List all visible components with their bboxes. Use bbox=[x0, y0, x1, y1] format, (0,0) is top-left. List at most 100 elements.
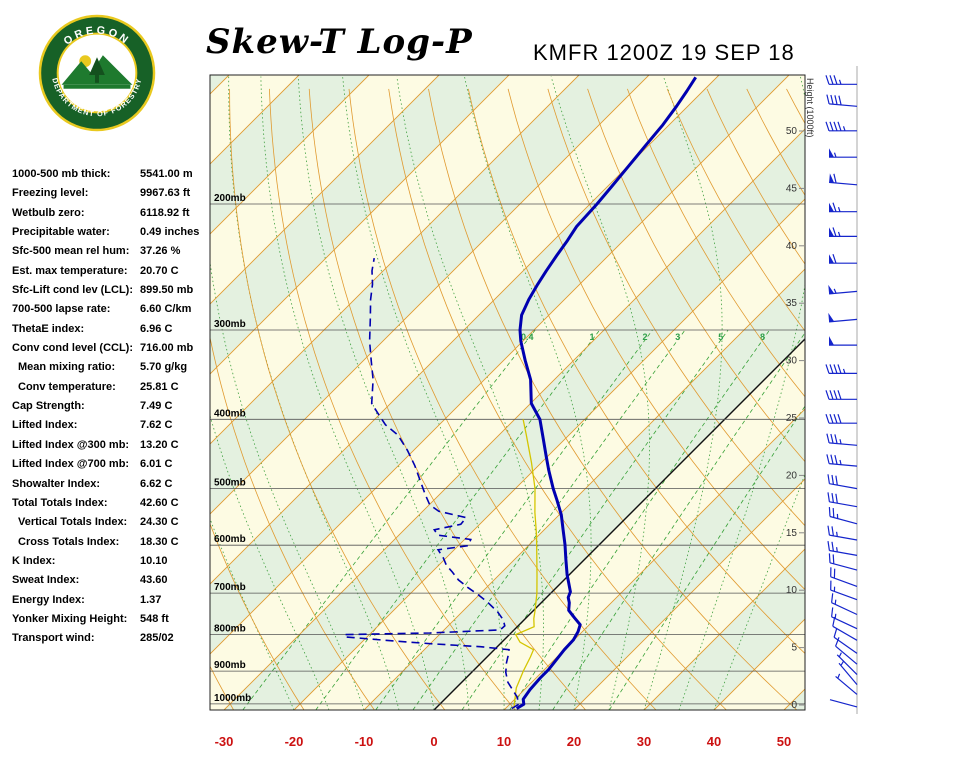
index-value: 43.60 bbox=[140, 574, 168, 587]
svg-text:-10: -10 bbox=[355, 734, 374, 749]
svg-text:500mb: 500mb bbox=[214, 478, 246, 489]
page-title: Skew-T Log-P bbox=[206, 22, 473, 62]
svg-text:1000mb: 1000mb bbox=[214, 693, 251, 704]
wind-barb bbox=[827, 474, 858, 490]
svg-text:30: 30 bbox=[786, 356, 798, 367]
temp-axis-labels: -30 -20 -10 0 10 20 30 40 50 bbox=[215, 734, 792, 749]
index-value: 0.49 inches bbox=[140, 226, 200, 239]
svg-text:10: 10 bbox=[786, 585, 798, 596]
index-label: 700-500 lapse rate: bbox=[12, 303, 111, 316]
index-value: 6.62 C bbox=[140, 477, 173, 490]
index-row: Yonker Mixing Height: 548 ft bbox=[12, 610, 212, 629]
index-value: 42.60 C bbox=[140, 496, 179, 509]
height-axis: 0 5 10 15 20 25 30 35 40 45 50 Height (1000ft) bbox=[786, 78, 815, 711]
index-value: 25.81 C bbox=[140, 380, 179, 393]
oregon-forestry-logo: OREGON DEPARTMENT OF FORESTRY bbox=[38, 14, 156, 132]
index-label: Cap Strength: bbox=[12, 400, 85, 413]
height-axis-title: Height (1000ft) bbox=[805, 78, 815, 138]
wind-barb bbox=[836, 652, 858, 676]
wind-barb bbox=[830, 567, 858, 587]
index-row: 1000-500 mb thick: 5541.00 m bbox=[12, 165, 212, 184]
svg-text:5: 5 bbox=[718, 332, 723, 342]
indices-panel: 1000-500 mb thick: 5541.00 m Freezing leve… bbox=[12, 165, 212, 649]
index-row: Mean mixing ratio: 5.70 g/kg bbox=[12, 358, 212, 377]
index-row: Lifted Index @300 mb: 13.20 C bbox=[12, 436, 212, 455]
logo-ground bbox=[63, 84, 131, 89]
index-value: 5.70 g/kg bbox=[140, 361, 188, 374]
index-label: 1000-500 mb thick: bbox=[12, 168, 111, 180]
logo-outer-rim bbox=[38, 14, 156, 132]
index-label: Sweat Index: bbox=[12, 574, 80, 587]
wind-barb bbox=[833, 628, 858, 654]
index-value: 37.26 % bbox=[140, 245, 181, 258]
index-value: 6.01 C bbox=[140, 458, 173, 471]
wind-barb bbox=[825, 121, 857, 132]
index-value: 6118.92 ft bbox=[140, 206, 190, 219]
plot-area: 0.412358 bbox=[210, 75, 805, 710]
svg-text:200mb: 200mb bbox=[214, 193, 246, 204]
svg-text:800mb: 800mb bbox=[214, 624, 246, 635]
dewpoint-trace bbox=[343, 257, 520, 710]
wind-barb bbox=[825, 390, 857, 400]
dry-adiabats bbox=[210, 88, 805, 710]
wind-barb bbox=[829, 254, 857, 264]
wind-barb bbox=[827, 525, 858, 541]
moist-adiabats bbox=[210, 76, 805, 710]
svg-text:-30: -30 bbox=[215, 734, 234, 749]
svg-text:2: 2 bbox=[642, 332, 647, 342]
index-value: 9967.63 ft bbox=[140, 187, 191, 200]
svg-text:20: 20 bbox=[786, 470, 798, 481]
index-value: 548 ft bbox=[140, 612, 169, 625]
index-label: Sfc-500 mean rel hum: bbox=[12, 245, 130, 258]
svg-text:900mb: 900mb bbox=[214, 660, 246, 671]
index-label: Energy Index: bbox=[12, 593, 85, 606]
wind-barb bbox=[826, 454, 858, 467]
index-label: Conv temperature: bbox=[18, 380, 116, 393]
wind-barb bbox=[829, 148, 857, 158]
svg-text:35: 35 bbox=[786, 298, 798, 309]
wind-barb bbox=[829, 699, 858, 708]
wetbulb-trace bbox=[513, 419, 538, 709]
index-value: 6.96 C bbox=[140, 322, 173, 335]
wind-barb bbox=[827, 492, 858, 508]
index-value: 716.00 mb bbox=[140, 342, 194, 355]
index-row: Est. max temperature: 20.70 C bbox=[12, 262, 212, 281]
svg-text:8: 8 bbox=[760, 332, 765, 342]
station-id: KMFR 1200Z 19 SEP 18 bbox=[533, 40, 795, 65]
svg-text:3: 3 bbox=[675, 332, 680, 342]
svg-text:10: 10 bbox=[497, 734, 511, 749]
index-row: K Index: 10.10 bbox=[12, 552, 212, 571]
svg-text:0: 0 bbox=[791, 700, 797, 711]
index-label: Precipitable water: bbox=[12, 226, 110, 239]
svg-text:1: 1 bbox=[589, 332, 594, 342]
temperature-trace bbox=[515, 76, 697, 710]
tree-icon bbox=[89, 57, 105, 75]
tree-trunk bbox=[95, 74, 99, 83]
index-row: Conv temperature: 25.81 C bbox=[12, 378, 212, 397]
wind-barb bbox=[830, 580, 858, 601]
index-label: Lifted Index: bbox=[12, 419, 78, 432]
index-value: 285/02 bbox=[140, 632, 174, 645]
wind-barb bbox=[826, 433, 858, 446]
index-label: Transport wind: bbox=[12, 632, 95, 645]
svg-text:45: 45 bbox=[786, 183, 798, 194]
svg-text:15: 15 bbox=[786, 528, 798, 539]
index-label: Wetbulb zero: bbox=[12, 206, 85, 219]
index-label: ThetaE index: bbox=[12, 322, 85, 335]
svg-text:400mb: 400mb bbox=[214, 408, 246, 419]
wind-barb bbox=[838, 661, 858, 685]
index-row: Sweat Index: 43.60 bbox=[12, 571, 212, 590]
index-row: Sfc-500 mean rel hum: 37.26 % bbox=[12, 242, 212, 261]
index-label: Conv cond level (CCL): bbox=[12, 342, 134, 355]
svg-text:600mb: 600mb bbox=[214, 534, 246, 545]
index-row: ThetaE index: 6.96 C bbox=[12, 320, 212, 339]
index-row: Vertical Totals Index: 24.30 C bbox=[12, 513, 212, 532]
svg-text:-20: -20 bbox=[285, 734, 304, 749]
index-value: 10.10 bbox=[140, 554, 168, 567]
index-label: Est. max temperature: bbox=[12, 264, 128, 277]
index-row: Total Totals Index: 42.60 C bbox=[12, 494, 212, 513]
index-value: 7.62 C bbox=[140, 419, 173, 432]
index-label: Cross Totals Index: bbox=[18, 535, 120, 548]
wind-barb bbox=[828, 284, 858, 295]
